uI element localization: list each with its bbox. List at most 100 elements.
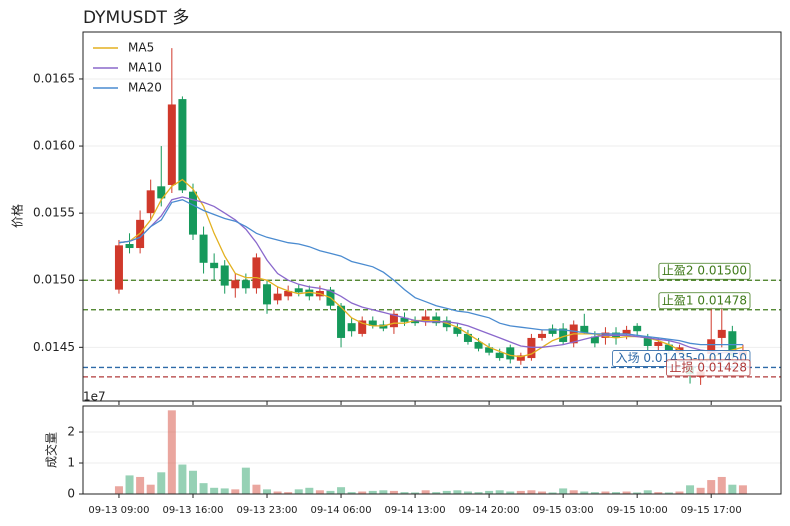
volume-bar: [252, 484, 261, 494]
y-tick-label: 0.0160: [33, 139, 75, 153]
candle-body: [421, 316, 430, 322]
candle-body: [643, 336, 652, 346]
volume-bar: [114, 486, 123, 494]
level-label: 止损 0.01428: [670, 360, 747, 374]
volume-bar: [580, 491, 589, 494]
candle-body: [463, 333, 472, 342]
legend-label: MA5: [128, 41, 154, 55]
volume-axis-label: 成交量: [44, 432, 59, 468]
volume-bar: [516, 490, 525, 494]
candle-body: [199, 234, 208, 263]
volume-bar: [506, 491, 515, 494]
candle-body: [474, 341, 483, 349]
volume-bar: [358, 491, 367, 494]
volume-bar: [696, 487, 705, 494]
volume-bar: [601, 491, 610, 494]
x-tick-label: 09-14 13:00: [385, 505, 446, 516]
candle-body: [400, 317, 409, 322]
volume-bar: [125, 475, 134, 494]
level-label-box: [658, 262, 751, 280]
candle-body: [220, 265, 229, 286]
volume-bar: [675, 491, 684, 494]
candle-body: [347, 323, 356, 332]
level-label: 止盈1 0.01478: [662, 293, 747, 307]
candle-body: [146, 190, 155, 214]
candle-body: [633, 325, 642, 332]
candle-body: [664, 344, 673, 351]
volume-bar: [717, 476, 726, 494]
candle-body: [485, 347, 494, 353]
candle-body: [559, 328, 568, 342]
candle-body: [125, 244, 134, 249]
x-tick-label: 09-15 03:00: [533, 505, 594, 516]
y-tick-label: 0.0155: [33, 206, 75, 220]
volume-bar: [590, 492, 599, 494]
candle-body: [495, 352, 504, 359]
volume-bar: [453, 490, 462, 494]
candle-body: [231, 280, 240, 289]
volume-bar: [157, 472, 166, 494]
volume-bar: [379, 490, 388, 494]
volume-bar: [136, 476, 145, 494]
x-tick-label: 09-15 17:00: [681, 505, 742, 516]
candle-body: [654, 341, 663, 346]
plot-frame: [82, 405, 782, 495]
candle-body: [167, 104, 176, 185]
volume-bar: [315, 490, 324, 494]
candle-body: [294, 288, 303, 293]
volume-bar: [199, 483, 208, 494]
candle-body: [548, 328, 557, 334]
volume-bar: [474, 492, 483, 494]
candle-body: [273, 293, 282, 301]
volume-bar: [188, 470, 197, 494]
volume-bar: [368, 490, 377, 494]
candle-body: [178, 99, 187, 191]
level-label-box: [666, 359, 751, 377]
volume-bar: [231, 489, 240, 494]
volume-bar: [707, 480, 716, 494]
volume-bar: [664, 492, 673, 494]
candle-body: [527, 337, 536, 359]
candle-body: [157, 186, 166, 199]
volume-bar: [442, 490, 451, 494]
candle-body: [284, 290, 293, 297]
candle-body: [114, 245, 123, 290]
candle-body: [453, 327, 462, 334]
candle-body: [728, 331, 737, 356]
volume-bar: [220, 488, 229, 494]
volume-bar: [337, 487, 346, 494]
volume-bar: [389, 490, 398, 494]
volume-bar: [728, 484, 737, 494]
candle-body: [337, 305, 346, 338]
legend-label: MA10: [128, 61, 162, 75]
volume-bar: [210, 487, 219, 494]
ma-line: [118, 196, 743, 354]
candle-body: [516, 355, 525, 361]
volume-bar: [263, 489, 272, 494]
volume-bar: [738, 485, 747, 494]
volume-bar: [421, 490, 430, 494]
candle-body: [411, 320, 420, 324]
volume-bar: [241, 467, 250, 494]
plot-frame: [82, 31, 782, 402]
x-tick-label: 09-14 06:00: [311, 505, 372, 516]
candle-body: [241, 280, 250, 289]
volume-bar: [495, 490, 504, 494]
level-label-box: [658, 292, 751, 310]
volume-bar: [347, 492, 356, 494]
volume-bar: [612, 492, 621, 494]
volume-bar: [273, 491, 282, 494]
candle-body: [263, 284, 272, 305]
candle-body: [432, 316, 441, 324]
volume-bar: [537, 491, 546, 494]
candle-body: [537, 333, 546, 338]
volume-bar: [432, 492, 441, 494]
volume-bar: [622, 491, 631, 494]
candle-body: [305, 289, 314, 297]
volume-bar: [559, 488, 568, 494]
candle-body: [590, 336, 599, 344]
candle-body: [389, 313, 398, 328]
legend-label: MA20: [128, 81, 162, 95]
